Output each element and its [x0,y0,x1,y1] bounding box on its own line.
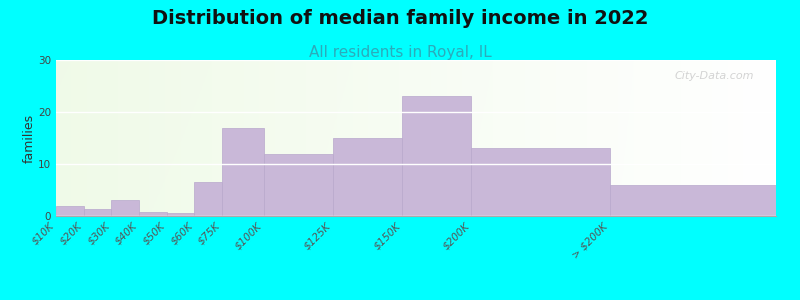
Bar [56,206,84,216]
Y-axis label: families: families [22,113,35,163]
Bar [84,209,111,216]
Bar [471,148,610,216]
Bar [264,154,333,216]
Text: City-Data.com: City-Data.com [675,71,754,81]
Bar [610,185,776,216]
Bar [139,212,166,216]
Bar [333,138,402,216]
Bar [166,213,194,216]
Bar [194,182,222,216]
Bar [222,128,264,216]
Text: Distribution of median family income in 2022: Distribution of median family income in … [152,9,648,28]
Text: All residents in Royal, IL: All residents in Royal, IL [309,45,491,60]
Bar [111,200,139,216]
Bar [402,96,471,216]
